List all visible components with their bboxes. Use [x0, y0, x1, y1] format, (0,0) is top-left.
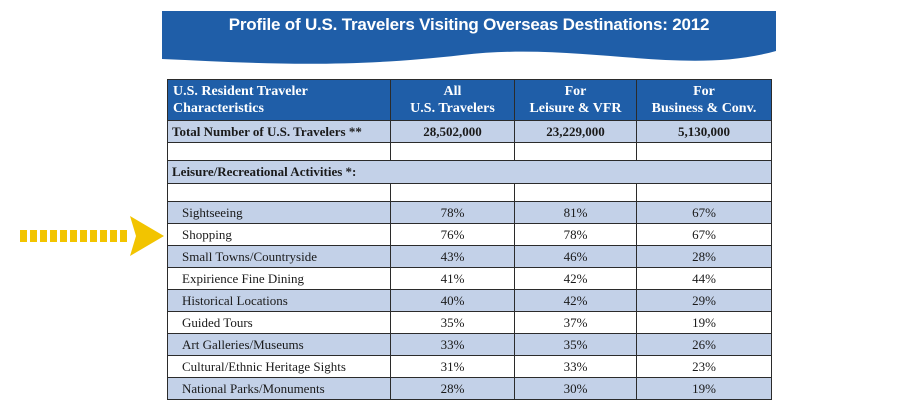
pct-leisure: 78% — [514, 223, 637, 246]
table-row: Guided Tours 35% 37% 19% — [167, 311, 772, 334]
column-header-business-conv: For Business & Conv. — [636, 79, 772, 121]
table-row: Small Towns/Countryside 43% 46% 28% — [167, 245, 772, 268]
activity-label: Historical Locations — [167, 289, 391, 312]
pct-business: 23% — [636, 355, 772, 378]
total-business: 5,130,000 — [636, 120, 772, 143]
pct-all: 33% — [390, 333, 515, 356]
table-row: Shopping 76% 78% 67% — [167, 223, 772, 246]
pct-leisure: 42% — [514, 267, 637, 290]
pct-leisure: 37% — [514, 311, 637, 334]
activity-rows: Sightseeing 78% 81% 67% Shopping 76% 78%… — [167, 201, 772, 400]
pct-all: 78% — [390, 201, 515, 224]
table-row: Sightseeing 78% 81% 67% — [167, 201, 772, 224]
pct-leisure: 30% — [514, 377, 637, 400]
pct-leisure: 42% — [514, 289, 637, 312]
title-banner: Profile of U.S. Travelers Visiting Overs… — [162, 11, 776, 73]
pct-business: 19% — [636, 377, 772, 400]
total-travelers-row: Total Number of U.S. Travelers ** 28,502… — [167, 120, 772, 143]
pct-leisure: 35% — [514, 333, 637, 356]
pct-all: 43% — [390, 245, 515, 268]
activity-label: Shopping — [167, 223, 391, 246]
pct-all: 40% — [390, 289, 515, 312]
section-header-row: Leisure/Recreational Activities *: — [167, 160, 772, 184]
activity-label: Art Galleries/Museums — [167, 333, 391, 356]
pct-all: 41% — [390, 267, 515, 290]
page-title: Profile of U.S. Travelers Visiting Overs… — [228, 15, 710, 34]
pct-all: 28% — [390, 377, 515, 400]
activity-label: Cultural/Ethnic Heritage Sights — [167, 355, 391, 378]
spacer-row — [167, 142, 772, 161]
pct-business: 29% — [636, 289, 772, 312]
pct-leisure: 81% — [514, 201, 637, 224]
table-row: National Parks/Monuments 28% 30% 19% — [167, 377, 772, 400]
activity-label: National Parks/Monuments — [167, 377, 391, 400]
column-header-leisure-vfr: For Leisure & VFR — [514, 79, 637, 121]
pct-business: 67% — [636, 201, 772, 224]
table-header-row: U.S. Resident Traveler Characteristics A… — [167, 79, 772, 121]
pct-business: 44% — [636, 267, 772, 290]
table-row: Cultural/Ethnic Heritage Sights 31% 33% … — [167, 355, 772, 378]
activity-label: Small Towns/Countryside — [167, 245, 391, 268]
table-row: Historical Locations 40% 42% 29% — [167, 289, 772, 312]
spacer-row — [167, 183, 772, 202]
travelers-profile-table: U.S. Resident Traveler Characteristics A… — [167, 79, 772, 400]
column-header-all-travelers: All U.S. Travelers — [390, 79, 515, 121]
column-header-characteristics: U.S. Resident Traveler Characteristics — [167, 79, 391, 121]
pct-all: 31% — [390, 355, 515, 378]
pct-all: 76% — [390, 223, 515, 246]
activity-label: Guided Tours — [167, 311, 391, 334]
activity-label: Sightseeing — [167, 201, 391, 224]
section-label: Leisure/Recreational Activities *: — [167, 160, 772, 184]
pct-business: 26% — [636, 333, 772, 356]
pct-leisure: 33% — [514, 355, 637, 378]
total-label: Total Number of U.S. Travelers ** — [167, 120, 391, 143]
pct-business: 28% — [636, 245, 772, 268]
pct-leisure: 46% — [514, 245, 637, 268]
pointer-arrow-icon — [20, 212, 168, 265]
banner-wave-shape — [162, 11, 776, 64]
activity-label: Expirience Fine Dining — [167, 267, 391, 290]
pct-business: 19% — [636, 311, 772, 334]
pct-all: 35% — [390, 311, 515, 334]
table-row: Art Galleries/Museums 33% 35% 26% — [167, 333, 772, 356]
pct-business: 67% — [636, 223, 772, 246]
total-all: 28,502,000 — [390, 120, 515, 143]
total-leisure: 23,229,000 — [514, 120, 637, 143]
table-row: Expirience Fine Dining 41% 42% 44% — [167, 267, 772, 290]
